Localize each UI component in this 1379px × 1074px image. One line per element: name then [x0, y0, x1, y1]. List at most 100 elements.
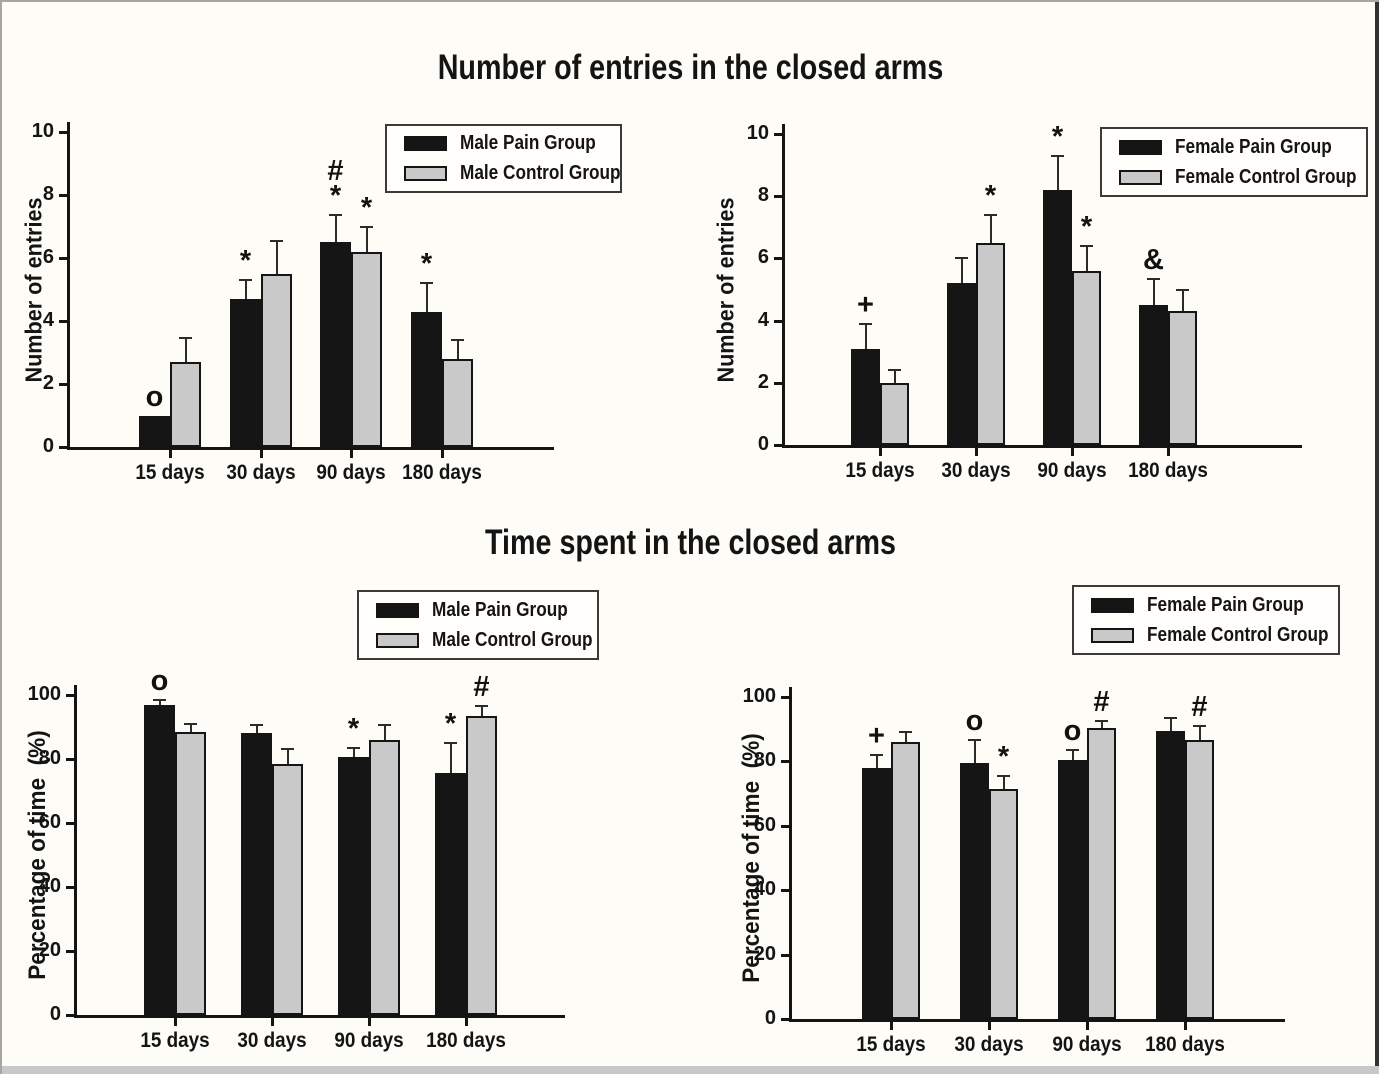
- y-axis: [67, 122, 70, 450]
- x-tick: [174, 1018, 177, 1026]
- y-tick-label: 100: [27, 683, 61, 705]
- legend-row: Female Pain Group: [1119, 136, 1366, 159]
- bar: [144, 704, 175, 1015]
- error-cap: [184, 722, 197, 725]
- x-tick-label: 180 days: [1145, 1033, 1225, 1056]
- error-bar: [244, 280, 247, 299]
- time-section-title: Time spent in the closed arms: [485, 523, 896, 562]
- error-cap: [1080, 244, 1093, 247]
- bar: [435, 773, 466, 1015]
- control-group-swatch: [404, 166, 447, 181]
- error-bar: [365, 226, 368, 252]
- bar: [960, 763, 989, 1019]
- significance-annotation: *: [239, 245, 252, 278]
- error-cap: [1051, 154, 1064, 157]
- significance-annotation: # *: [327, 155, 344, 213]
- y-tick-label: 60: [38, 811, 61, 833]
- x-tick: [169, 450, 172, 458]
- error-cap: [475, 705, 488, 708]
- error-cap: [955, 257, 968, 260]
- error-cap: [899, 731, 912, 734]
- error-bar: [1181, 289, 1184, 312]
- error-cap: [250, 724, 263, 727]
- legend-row: Male Pain Group: [404, 132, 620, 155]
- error-cap: [1164, 716, 1177, 719]
- y-tick: [66, 758, 74, 761]
- legend-label: Female Pain Group: [1147, 593, 1304, 616]
- x-tick-label: 90 days: [316, 461, 386, 484]
- y-tick-label: 8: [757, 184, 769, 207]
- legend-row: Male Pain Group: [376, 599, 597, 622]
- bar: [411, 311, 442, 447]
- legend-row: Female Control Group: [1119, 166, 1366, 189]
- x-axis: [67, 447, 554, 450]
- error-bar: [1071, 750, 1074, 760]
- error-bar: [875, 754, 878, 768]
- y-tick: [774, 195, 782, 199]
- y-tick: [781, 889, 789, 893]
- bar: [1168, 311, 1197, 445]
- bar: [369, 739, 400, 1015]
- y-tick: [774, 381, 782, 385]
- y-tick: [66, 950, 74, 953]
- significance-annotation: o: [1063, 715, 1082, 748]
- error-bar: [904, 732, 907, 743]
- bar: [230, 298, 261, 447]
- y-tick: [59, 383, 67, 386]
- error-bar: [189, 723, 192, 732]
- significance-annotation: #: [1093, 686, 1110, 719]
- significance-annotation: *: [1080, 210, 1093, 243]
- error-bar: [480, 706, 483, 716]
- error-bar: [1056, 155, 1059, 190]
- y-tick-label: 0: [757, 433, 769, 455]
- control-group-swatch: [1091, 627, 1134, 643]
- legend-row: Female Pain Group: [1091, 594, 1338, 617]
- x-tick-label: 90 days: [334, 1029, 404, 1052]
- y-tick-label: 2: [757, 370, 769, 393]
- legend-row: Male Control Group: [404, 162, 621, 185]
- y-tick: [774, 133, 782, 136]
- x-axis: [789, 1019, 1285, 1022]
- x-tick-label: 15 days: [845, 459, 915, 482]
- x-tick-label: 90 days: [1037, 459, 1107, 482]
- error-bar: [255, 725, 258, 734]
- x-tick-label: 180 days: [402, 461, 482, 484]
- window-bottom-strip: [2, 1066, 1379, 1074]
- error-cap: [1147, 277, 1160, 280]
- error-bar: [893, 370, 896, 383]
- error-cap: [1095, 720, 1108, 723]
- x-axis: [782, 445, 1302, 448]
- y-tick: [781, 760, 789, 764]
- bar: [1072, 270, 1101, 445]
- y-tick-label: 80: [38, 747, 61, 769]
- y-tick: [774, 319, 782, 323]
- bar: [976, 242, 1005, 445]
- bar: [241, 733, 272, 1015]
- legend-label: Male Control Group: [432, 628, 593, 651]
- bar: [338, 757, 369, 1015]
- x-tick: [260, 450, 263, 458]
- error-cap: [968, 739, 981, 742]
- y-tick: [781, 1018, 789, 1021]
- bar: [175, 731, 206, 1015]
- x-tick: [1184, 1022, 1187, 1030]
- significance-annotation: #: [1191, 690, 1208, 723]
- y-tick-label: 40: [753, 878, 776, 901]
- x-tick-label: 180 days: [426, 1029, 506, 1052]
- bar: [351, 251, 382, 447]
- y-tick-label: 6: [42, 246, 54, 268]
- significance-annotation: o: [150, 664, 169, 697]
- pain-group-swatch: [1119, 139, 1162, 155]
- y-tick-label: 10: [31, 120, 54, 142]
- legend-label: Female Control Group: [1175, 165, 1357, 188]
- y-tick-label: 20: [38, 939, 61, 961]
- error-bar: [275, 240, 278, 274]
- error-cap: [281, 748, 294, 751]
- x-tick: [988, 1022, 991, 1030]
- error-cap: [420, 282, 433, 285]
- error-cap: [870, 753, 883, 756]
- bar: [880, 382, 909, 445]
- y-tick: [774, 257, 782, 261]
- y-tick-label: 10: [746, 122, 769, 144]
